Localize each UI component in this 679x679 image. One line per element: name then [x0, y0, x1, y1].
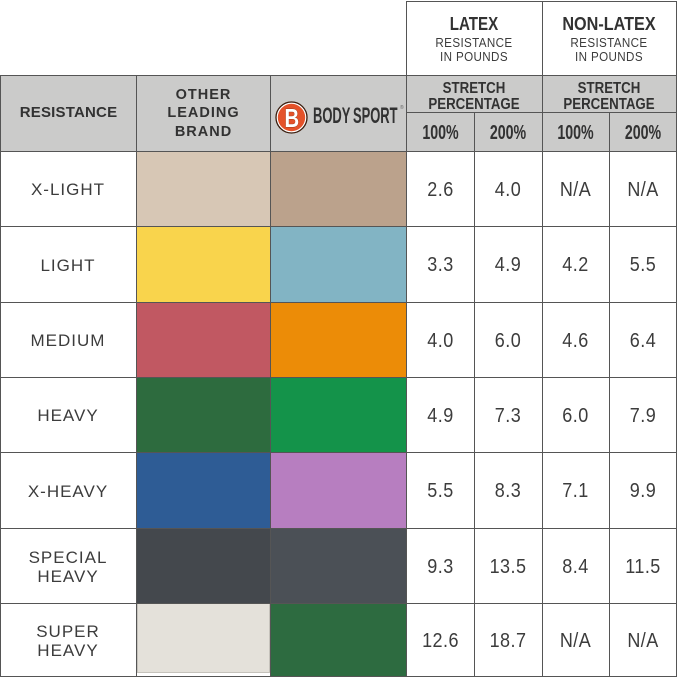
svg-text:B: B	[284, 104, 299, 133]
